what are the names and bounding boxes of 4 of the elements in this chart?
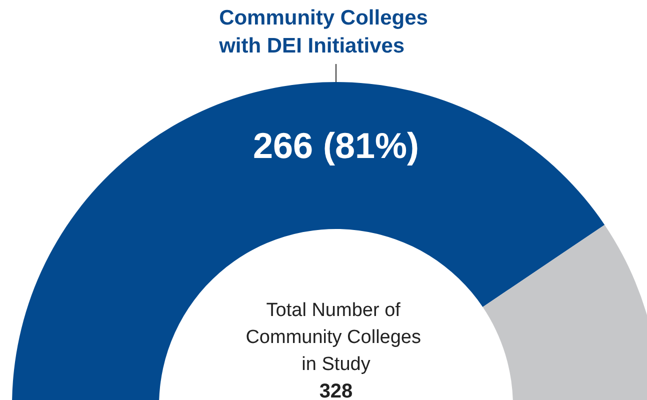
text: Total Number of Community Colleges in Study: [246, 300, 426, 375]
data-label: 266 (81%): [252, 125, 420, 166]
text: 328: [319, 380, 353, 400]
slice-label: Community Colleges with DEI Initiatives: [218, 6, 428, 58]
